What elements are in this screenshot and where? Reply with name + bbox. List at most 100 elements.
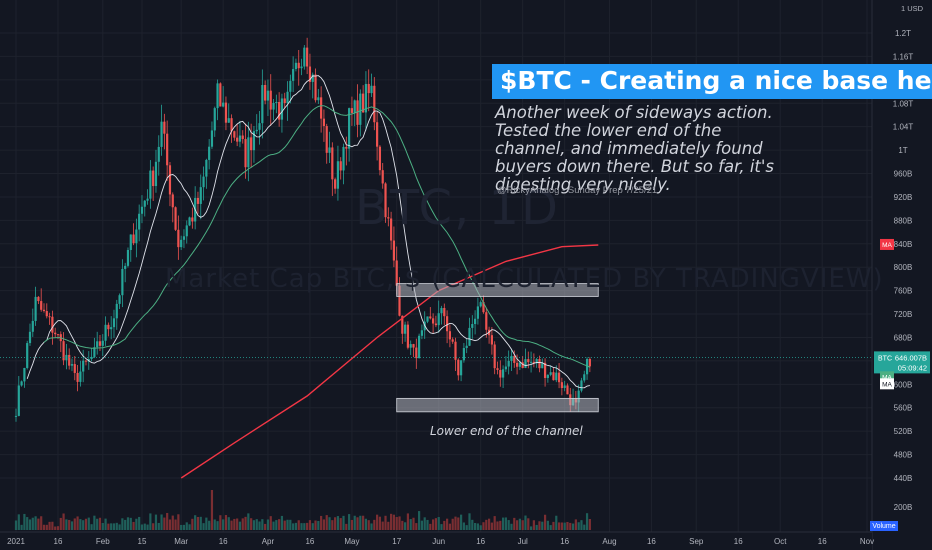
candle-body (23, 367, 26, 382)
y-tick-label: 560B (894, 404, 913, 413)
candle-body (552, 372, 555, 381)
channel-box (396, 397, 599, 413)
candle-body (289, 80, 292, 92)
candle-body (107, 324, 110, 330)
candle-body (415, 347, 418, 359)
channel-box (396, 283, 599, 297)
volume-bar (163, 517, 166, 530)
volume-bar (202, 523, 205, 530)
candle-body (56, 334, 60, 336)
volume-bar (174, 519, 177, 530)
volume-bar (535, 524, 538, 530)
candle-body (406, 324, 410, 348)
volume-bar (289, 519, 292, 530)
candle-body (96, 341, 99, 348)
volume-bar (70, 521, 74, 530)
candle-body (45, 311, 48, 317)
candle-body (73, 364, 76, 373)
candle-body (118, 295, 121, 304)
volume-bar (98, 517, 102, 530)
volume-bar (149, 513, 152, 530)
volume-bar (17, 514, 20, 530)
y-tick-label: 760B (894, 287, 913, 296)
candle-body (266, 90, 270, 101)
candle-body (311, 74, 314, 82)
volume-bar (362, 515, 365, 530)
volume-bar (504, 517, 507, 530)
candle-body (348, 108, 351, 149)
volume-bars (14, 490, 591, 530)
volume-bar (62, 513, 65, 530)
candle-body (541, 362, 544, 369)
volume-bar (166, 512, 169, 530)
volume-bar (443, 520, 446, 530)
candle-body (557, 372, 561, 383)
volume-bar (140, 524, 144, 530)
volume-bar (79, 519, 82, 530)
volume-label: Volume (872, 523, 895, 530)
x-tick-label: 15 (138, 537, 147, 546)
volume-bar (121, 518, 124, 530)
volume-bar (574, 519, 577, 530)
volume-bar (14, 520, 18, 530)
candle-body (322, 118, 326, 127)
x-tick-label: Nov (860, 537, 874, 546)
volume-bar (132, 521, 135, 530)
candle-body (432, 318, 435, 324)
candle-body (230, 118, 233, 132)
last-price-symbol: BTC (878, 355, 892, 362)
y-tick-label: 840B (894, 240, 913, 249)
x-tick-label: Apr (262, 537, 275, 546)
candle-body (241, 135, 244, 140)
candle-body (280, 98, 284, 120)
volume-bar (208, 520, 211, 530)
candle-body (426, 316, 429, 322)
candle-body (580, 380, 583, 391)
candle-body (384, 183, 387, 218)
ma-fast-badge-bg (880, 378, 894, 390)
volume-bar (560, 522, 563, 530)
volume-bar (426, 519, 429, 530)
ma-fast-line (26, 75, 590, 389)
volume-bar (188, 524, 191, 530)
time-axis[interactable]: 2021 16 Feb 15 Mar 16 Apr 16 May 17 Jun 16 Jul 16 Aug 1… (0, 531, 874, 550)
volume-bar (473, 522, 477, 530)
candle-body (252, 131, 256, 151)
volume-bar (445, 518, 449, 530)
candle-body (126, 249, 130, 266)
candle-body (275, 102, 278, 104)
candle-body (448, 331, 451, 340)
candle-body (342, 146, 345, 171)
volume-bar (154, 514, 158, 530)
candle-body (515, 362, 519, 367)
volume-bar (283, 520, 286, 530)
volume-bar (59, 517, 62, 530)
x-tick-label: 16 (818, 537, 827, 546)
candle-body (166, 133, 169, 166)
candle-body (490, 335, 493, 345)
candle-body (171, 194, 174, 208)
candle-body (208, 146, 211, 160)
candle-body (583, 374, 586, 381)
volume-bar (328, 517, 331, 530)
candle-body (168, 165, 172, 195)
candle-body (174, 207, 177, 230)
ma-mid-line (43, 105, 591, 368)
last-price-value: 646.007B (895, 353, 927, 362)
candle-body (31, 320, 34, 332)
x-tick-label: 16 (734, 537, 743, 546)
candle-body (26, 343, 29, 368)
candle-body (233, 131, 236, 138)
candle-body (529, 361, 533, 363)
y-tick-label: 1.2T (895, 29, 911, 38)
candle-body (566, 385, 569, 395)
volume-bar (247, 513, 250, 530)
candle-body (543, 362, 547, 378)
volume-bar (185, 522, 188, 530)
volume-bar (415, 523, 418, 530)
candle-body (409, 344, 412, 348)
volume-bar (359, 515, 362, 530)
candle-body (465, 345, 468, 349)
volume-bar (569, 522, 572, 530)
volume-bar (241, 518, 244, 530)
